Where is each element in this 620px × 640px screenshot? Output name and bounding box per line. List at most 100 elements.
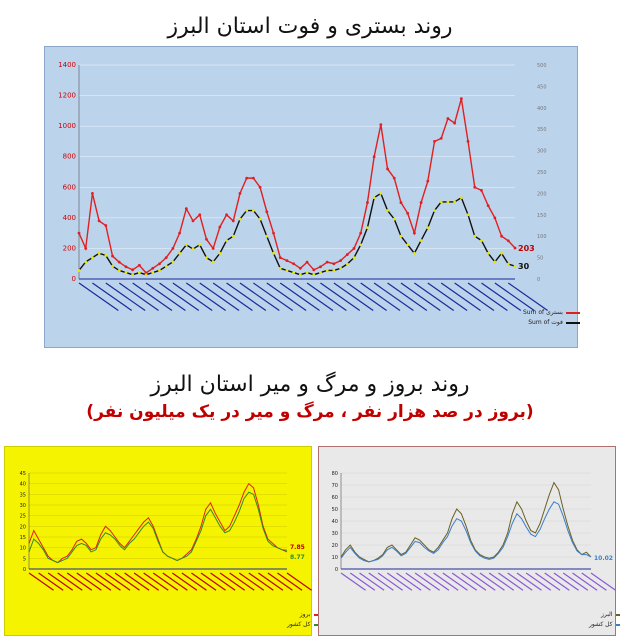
y-tick-label: 1400 bbox=[58, 61, 76, 69]
data-point bbox=[84, 260, 88, 264]
data-point bbox=[198, 243, 202, 247]
data-point bbox=[473, 185, 477, 189]
data-point bbox=[453, 121, 457, 125]
data-point bbox=[91, 192, 94, 195]
x-tick-mark bbox=[320, 282, 361, 312]
x-tick-mark bbox=[377, 572, 403, 591]
data-point bbox=[252, 209, 255, 212]
y-tick-label: 10 bbox=[20, 546, 26, 552]
data-point bbox=[218, 251, 222, 255]
legend-label-incidence: بروز bbox=[299, 611, 311, 618]
data-point bbox=[312, 268, 316, 272]
data-point bbox=[379, 123, 383, 127]
x-tick-mark bbox=[306, 282, 347, 312]
data-point bbox=[459, 97, 463, 101]
x-tick-mark bbox=[92, 282, 133, 312]
data-point bbox=[466, 213, 470, 217]
x-tick-mark bbox=[498, 572, 524, 591]
page-title-hospitalization: روند بستری و فوت استان البرز bbox=[167, 14, 453, 39]
data-point bbox=[372, 155, 376, 159]
data-point bbox=[366, 226, 369, 230]
data-point bbox=[124, 265, 128, 269]
page-subtitle-incidence: (بروز در صد هزار نفر ، مرگ و میر در یک م… bbox=[86, 402, 534, 422]
x-tick-mark bbox=[191, 572, 217, 591]
legend-item-alborz: البرز bbox=[589, 611, 620, 618]
y-right-tick-label: 0 bbox=[537, 277, 540, 283]
x-tick-mark bbox=[387, 282, 428, 312]
data-point bbox=[339, 266, 342, 270]
x-tick-mark bbox=[248, 572, 274, 591]
x-tick-mark bbox=[470, 572, 496, 591]
data-point bbox=[305, 271, 309, 274]
legend-swatch-olive bbox=[615, 613, 620, 616]
y-tick-label: 5 bbox=[23, 556, 26, 562]
data-point bbox=[486, 251, 490, 255]
data-point bbox=[171, 247, 175, 250]
data-point bbox=[191, 247, 195, 251]
series-line-1 bbox=[28, 491, 288, 564]
data-point bbox=[265, 210, 269, 214]
data-point bbox=[151, 266, 155, 270]
x-tick-mark bbox=[293, 282, 334, 312]
data-point bbox=[292, 262, 296, 266]
data-point bbox=[298, 273, 302, 277]
x-tick-mark bbox=[360, 282, 401, 312]
data-point bbox=[345, 253, 349, 256]
x-tick-mark bbox=[143, 572, 169, 591]
x-tick-mark bbox=[277, 572, 303, 591]
data-point bbox=[325, 260, 329, 264]
data-point bbox=[137, 263, 141, 267]
y-tick-label: 30 bbox=[332, 531, 338, 537]
data-point bbox=[117, 269, 121, 272]
data-point bbox=[480, 188, 483, 192]
hospitalization-legend: بستری Sum of فوت Sum of bbox=[523, 309, 580, 329]
data-point bbox=[285, 269, 289, 272]
data-point bbox=[412, 251, 416, 255]
data-point bbox=[366, 201, 369, 204]
x-tick-mark bbox=[199, 282, 240, 312]
x-tick-mark bbox=[286, 572, 312, 591]
x-tick-mark bbox=[105, 572, 131, 591]
data-point bbox=[386, 167, 389, 171]
data-point bbox=[446, 200, 450, 204]
data-point bbox=[184, 207, 188, 211]
x-tick-mark bbox=[28, 572, 54, 591]
x-tick-mark bbox=[461, 572, 487, 591]
x-tick-mark bbox=[590, 572, 616, 591]
x-tick-mark bbox=[238, 572, 265, 591]
data-point bbox=[77, 269, 81, 272]
y-right-tick-label: 450 bbox=[537, 84, 547, 90]
data-point bbox=[184, 243, 188, 247]
legend-item-country: کل کشور bbox=[287, 621, 322, 628]
x-tick-mark bbox=[219, 572, 246, 591]
data-point bbox=[386, 209, 389, 212]
incidence-chart: 0 5 10 15 20 25 30 35 40 45 8.77 7.85 بروز کل کشور bbox=[4, 446, 322, 636]
y-tick-label: 1000 bbox=[58, 122, 76, 130]
data-point bbox=[412, 231, 416, 235]
x-tick-mark bbox=[257, 572, 284, 591]
data-point bbox=[500, 251, 503, 255]
x-tick-mark bbox=[340, 572, 366, 591]
series-line-0 bbox=[78, 98, 516, 274]
data-point bbox=[406, 211, 410, 215]
data-point bbox=[211, 260, 215, 264]
legend-item-incidence: بروز bbox=[287, 611, 322, 618]
data-point bbox=[319, 271, 322, 274]
incidence-legend: بروز کل کشور bbox=[287, 611, 322, 631]
x-tick-mark bbox=[145, 282, 186, 312]
x-tick-mark bbox=[454, 282, 495, 312]
data-point bbox=[104, 254, 108, 257]
x-tick-mark bbox=[200, 572, 226, 591]
y-tick-label: 0 bbox=[72, 275, 76, 283]
x-tick-mark bbox=[440, 282, 481, 312]
data-point bbox=[459, 196, 463, 200]
x-tick-mark bbox=[212, 282, 253, 312]
y-tick-label: 10 bbox=[332, 555, 338, 561]
mortality-legend: البرز کل کشور bbox=[589, 611, 620, 631]
data-point bbox=[379, 192, 383, 195]
data-point bbox=[205, 237, 208, 241]
x-tick-mark bbox=[516, 572, 542, 591]
y-tick-label: 80 bbox=[332, 471, 338, 477]
x-tick-mark bbox=[405, 572, 431, 591]
data-point bbox=[453, 200, 457, 204]
